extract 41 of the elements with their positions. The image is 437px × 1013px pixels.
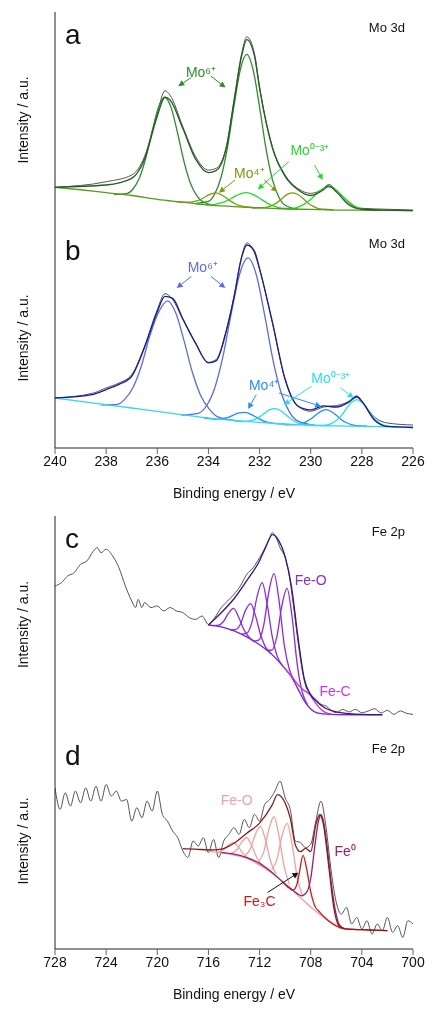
x-tick-label: 724 — [94, 953, 119, 970]
x-tick-label: 234 — [196, 452, 221, 469]
annotation: Fe₃C — [243, 893, 276, 910]
x-tick-label: 704 — [350, 953, 374, 970]
x-tick-label: 226 — [401, 452, 425, 469]
y-axis-title: Intensity / a.u. — [15, 580, 31, 669]
annotation: Fe-O — [294, 571, 327, 588]
x-tick-label: 728 — [43, 953, 67, 970]
x-tick-label: 700 — [401, 953, 425, 970]
x-tick-label: 240 — [43, 452, 67, 469]
y-axis-title: Intensity / a.u. — [15, 76, 31, 164]
x-axis-title: Binding energy / eV — [172, 986, 296, 1002]
x-axis-title: Binding energy / eV — [172, 485, 296, 501]
annotation: Mo⁰⁻³⁺ — [311, 370, 351, 387]
x-tick-label: 228 — [350, 452, 374, 469]
annotation: Fe-C — [319, 683, 351, 700]
annotation: Fe⁰ — [334, 843, 356, 860]
x-tick-label: 720 — [145, 953, 170, 970]
y-axis-title: Intensity / a.u. — [15, 797, 31, 885]
x-tick-label: 708 — [299, 953, 323, 970]
x-tick-label: 232 — [247, 452, 272, 469]
chart-subtitle: Fe 2p — [371, 741, 405, 756]
x-tick-label: 712 — [247, 953, 272, 970]
annotation: Mo⁶⁺ — [185, 63, 217, 80]
chart-subtitle: Mo 3d — [368, 20, 405, 35]
chart-title: d — [65, 740, 81, 771]
chart-title: b — [65, 235, 81, 266]
chart-title: c — [65, 523, 79, 554]
x-tick-label: 238 — [94, 452, 119, 469]
annotation: Mo⁴⁺ — [248, 376, 280, 393]
x-tick-label: 716 — [196, 953, 221, 970]
annotation: Mo⁴⁺ — [234, 165, 265, 182]
annotation: Mo⁶⁺ — [187, 258, 218, 275]
chart-title: a — [65, 19, 81, 50]
chart-subtitle: Mo 3d — [368, 236, 405, 251]
annotation: Fe-O — [220, 791, 253, 808]
y-axis-title: Intensity / a.u. — [15, 294, 31, 382]
x-tick-label: 230 — [299, 452, 323, 469]
annotation: Mo⁰⁻³⁺ — [290, 142, 330, 159]
chart-subtitle: Fe 2p — [371, 524, 405, 539]
x-tick-label: 236 — [145, 452, 170, 469]
